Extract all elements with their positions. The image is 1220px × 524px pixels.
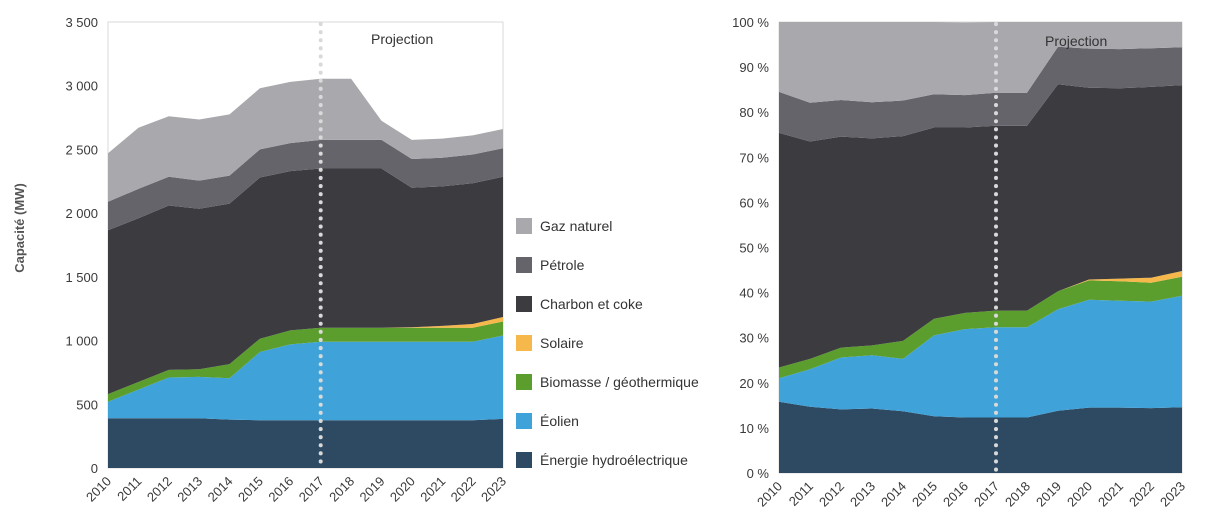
x-tick-label: 2010 [83,474,114,505]
x-tick-label: 2019 [1033,479,1064,510]
legend-swatch [516,335,532,351]
legend-swatch [516,452,532,468]
x-tick-label: 2013 [847,479,878,510]
x-tick-label: 2018 [326,474,357,505]
x-tick-label: 2012 [144,474,175,505]
y-tick-label: 2 000 [65,206,98,221]
y-axis-label-left: Capacité (MW) [12,183,27,273]
x-tick-label: 2020 [387,474,418,505]
x-tick-label: 2011 [114,474,144,504]
x-tick-label: 2021 [1095,479,1126,510]
area-energie-hydroelectrique [108,418,503,468]
area-charbon-et-coke [779,84,1182,368]
x-tick-label: 2021 [417,474,448,505]
y-tick-label: 80 % [739,105,769,120]
y-tick-label: 100 % [732,15,769,30]
y-tick-label: 1 500 [65,270,98,285]
x-tick-label: 2010 [754,479,785,510]
y-tick-label: 1 000 [65,334,98,349]
area-energie-hydroelectrique [779,401,1182,473]
x-tick-label: 2013 [174,474,205,505]
x-tick-label: 2023 [478,474,509,505]
y-tick-label: 50 % [739,241,769,256]
series-areas-right [779,22,1182,473]
area-eolien [779,295,1182,418]
y-tick-label: 20 % [739,376,769,391]
y-tick-label: 500 [76,397,98,412]
legend-swatch [516,257,532,273]
y-tick-label: 90 % [739,60,769,75]
legend-swatch [516,218,532,234]
x-axis-ticks-left: 2010 2011 2012 2013 2014 2015 2016 2017 2018 2019… [83,474,509,505]
x-tick-label: 2015 [909,479,940,510]
legend-label: Énergie hydroélectrique [540,452,688,468]
area-gaz-naturel [779,22,1182,103]
legend-label: Biomasse / géothermique [540,374,699,390]
area-petrole [108,139,503,231]
legend-label: Gaz naturel [540,218,612,234]
projection-label-left: Projection [371,31,433,47]
area-solaire [779,271,1182,368]
y-tick-label: 60 % [739,195,769,210]
y-tick-label: 40 % [739,286,769,301]
area-biomasse-geothermique [779,276,1182,379]
area-gaz-naturel [108,78,503,202]
area-petrole [779,46,1182,142]
y-axis-ticks-left: 0 500 1 000 1 500 2 000 2 500 3 000 3 500 [65,15,98,476]
projection-label-right: Projection [1045,33,1107,49]
x-tick-label: 2016 [940,479,971,510]
area-biomasse-geothermique [108,321,503,402]
legend-swatch [516,413,532,429]
legend-label: Pétrole [540,257,585,273]
legend-label: Charbon et coke [540,296,643,312]
y-tick-label: 2 500 [65,142,98,157]
legend-swatch [516,374,532,390]
area-solaire [108,317,503,395]
x-tick-label: 2014 [205,474,236,505]
legend: Gaz naturel Pétrole Charbon et coke Solaire… [516,218,699,468]
y-tick-label: 3 500 [65,15,98,30]
x-tick-label: 2019 [357,474,388,505]
x-axis-ticks-right: 2010 2011 2012 2013 2014 2015 2016 2017 2018 2019… [754,479,1188,510]
y-tick-label: 10 % [739,421,769,436]
x-tick-label: 2022 [1126,479,1157,510]
x-tick-label: 2015 [235,474,266,505]
legend-swatch [516,296,532,312]
x-tick-label: 2020 [1064,479,1095,510]
x-tick-label: 2017 [971,479,1002,510]
y-tick-label: 0 [91,461,98,476]
x-tick-label: 2011 [786,479,816,509]
x-tick-label: 2018 [1002,479,1033,510]
x-tick-label: 2016 [265,474,296,505]
x-tick-label: 2023 [1157,479,1188,510]
series-areas-left [108,78,503,468]
y-tick-label: 3 000 [65,79,98,94]
y-tick-label: 70 % [739,150,769,165]
x-tick-label: 2017 [296,474,327,505]
chart-capacity-share: 0 % 10 % 20 % 30 % 40 % 50 % 60 % 70 % 80 % 90 % 1… [732,15,1188,510]
area-charbon-et-coke [108,168,503,395]
legend-label: Éolien [540,413,579,429]
legend-label: Solaire [540,335,584,351]
x-tick-label: 2022 [448,474,479,505]
y-axis-ticks-right: 0 % 10 % 20 % 30 % 40 % 50 % 60 % 70 % 80 % 90 % 1… [732,15,769,481]
x-tick-label: 2012 [816,479,847,510]
area-eolien [108,335,503,421]
y-tick-label: 30 % [739,331,769,346]
y-tick-label: 0 % [747,466,770,481]
x-tick-label: 2014 [878,479,909,510]
